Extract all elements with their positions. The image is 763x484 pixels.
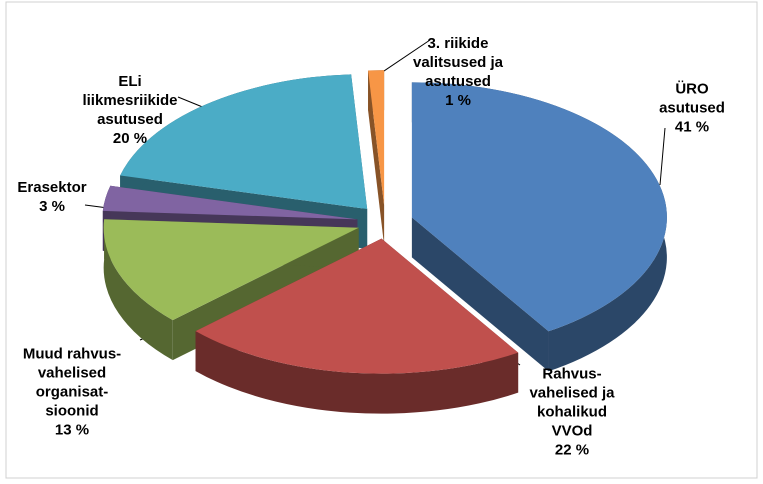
value-label: 1 %: [445, 92, 471, 109]
slice: [195, 238, 519, 414]
category-label: 3. riikide valitsused ja asutused: [412, 35, 504, 90]
slice: [411, 82, 667, 372]
value-label: 41 %: [674, 118, 710, 136]
slice-top: [103, 219, 359, 321]
leader-line: [659, 127, 666, 186]
slice: [368, 70, 385, 246]
slice-top: [102, 185, 358, 220]
slice-side: [368, 70, 385, 246]
slice-label: Erasektor 3 %: [17, 178, 86, 216]
slice-top: [195, 238, 519, 374]
leader-line: [377, 39, 431, 76]
leader-line: [177, 96, 206, 109]
category-label: Erasektor: [17, 179, 87, 196]
slice-side: [411, 217, 549, 372]
frame: [5, 1, 758, 479]
slice-edge: [195, 331, 519, 414]
value-label: 20 %: [112, 130, 148, 147]
slice-top: [411, 82, 667, 332]
slice-top: [120, 74, 368, 210]
slice-top: [368, 70, 385, 206]
category-label: ÜRO asutused: [659, 80, 725, 117]
category-label: ELi liikmesriikide asutused: [82, 73, 178, 128]
slice-label: Rahvus- vahelised ja kohalikud VVOd 22 %: [529, 365, 614, 460]
category-label: Muud rahvus- vahelised organisat- siooni…: [22, 345, 122, 420]
slice-label: Muud rahvus- vahelised organisat- siooni…: [23, 345, 121, 440]
slice-label: ÜRO asutused 41 %: [657, 80, 728, 137]
slice-label: 3. riikide valitsused ja asutused 1 %: [413, 34, 503, 110]
value-label: 13 %: [54, 421, 90, 439]
value-label: 3 %: [39, 198, 65, 215]
slice-label: ELi liikmesriikide asutused 20 %: [82, 72, 177, 148]
category-label: Rahvus- vahelised ja kohalikud VVOd: [529, 365, 615, 440]
slice-edge: [103, 219, 173, 361]
value-label: 22 %: [554, 441, 590, 459]
